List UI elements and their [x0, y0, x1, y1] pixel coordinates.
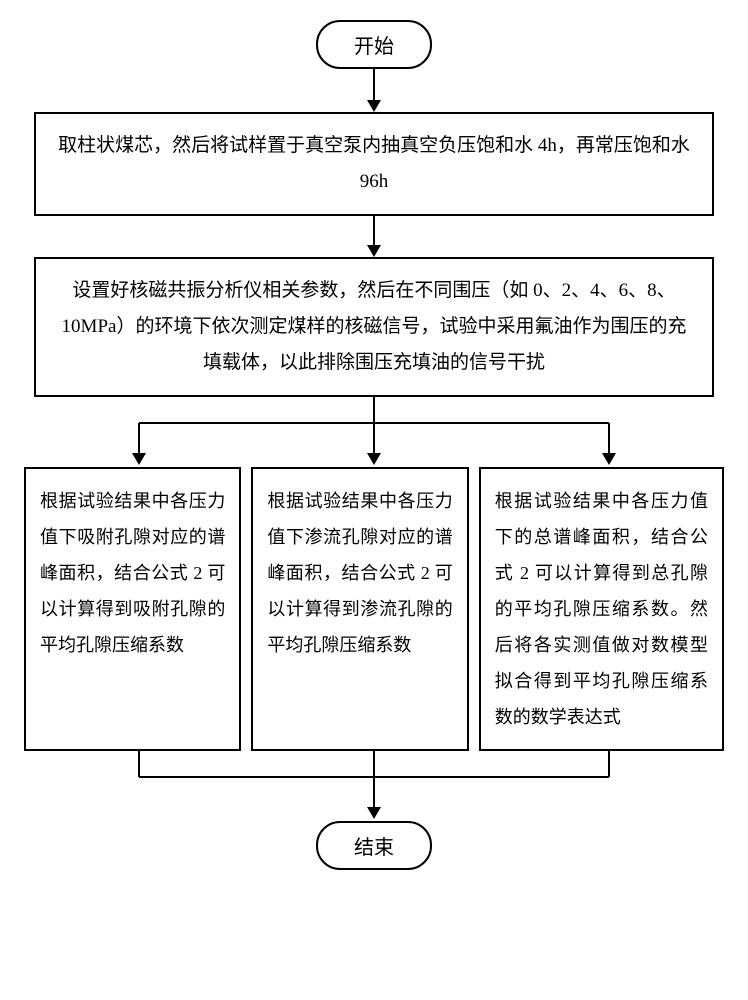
start-label: 开始 [354, 36, 394, 58]
branch-box-3: 根据试验结果中各压力值下的总谱峰面积，结合公式 2 可以计算得到总孔隙的平均孔隙… [479, 467, 724, 751]
end-terminal: 结束 [316, 821, 432, 870]
merge-connector [24, 751, 724, 821]
branch2-text: 根据试验结果中各压力值下渗流孔隙对应的谱峰面积，结合公式 2 可以计算得到渗流孔… [267, 491, 452, 655]
branch-box-2: 根据试验结果中各压力值下渗流孔隙对应的谱峰面积，结合公式 2 可以计算得到渗流孔… [251, 467, 468, 751]
split-connector [24, 397, 724, 467]
process-step-1: 取柱状煤芯，然后将试样置于真空泵内抽真空负压饱和水 4h，再常压饱和水 96h [34, 112, 714, 216]
branch3-text: 根据试验结果中各压力值下的总谱峰面积，结合公式 2 可以计算得到总孔隙的平均孔隙… [495, 491, 708, 727]
step2-text: 设置好核磁共振分析仪相关参数，然后在不同围压（如 0、2、4、6、8、10MPa… [62, 280, 687, 373]
arrow-2 [367, 216, 381, 257]
end-label: 结束 [354, 837, 394, 859]
step1-text: 取柱状煤芯，然后将试样置于真空泵内抽真空负压饱和水 4h，再常压饱和水 96h [58, 135, 690, 192]
arrow-line [373, 69, 375, 101]
branch-box-1: 根据试验结果中各压力值下吸附孔隙对应的谱峰面积，结合公式 2 可以计算得到吸附孔… [24, 467, 241, 751]
arrow-1 [367, 69, 381, 112]
arrow-head-icon [367, 100, 381, 112]
start-terminal: 开始 [316, 20, 432, 69]
branch1-text: 根据试验结果中各压力值下吸附孔隙对应的谱峰面积，结合公式 2 可以计算得到吸附孔… [40, 491, 225, 655]
arrow-head-icon [367, 245, 381, 257]
flowchart-container: 开始 取柱状煤芯，然后将试样置于真空泵内抽真空负压饱和水 4h，再常压饱和水 9… [20, 20, 728, 870]
branch-row: 根据试验结果中各压力值下吸附孔隙对应的谱峰面积，结合公式 2 可以计算得到吸附孔… [24, 467, 724, 751]
process-step-2: 设置好核磁共振分析仪相关参数，然后在不同围压（如 0、2、4、6、8、10MPa… [34, 257, 714, 397]
arrow-line [373, 216, 375, 246]
